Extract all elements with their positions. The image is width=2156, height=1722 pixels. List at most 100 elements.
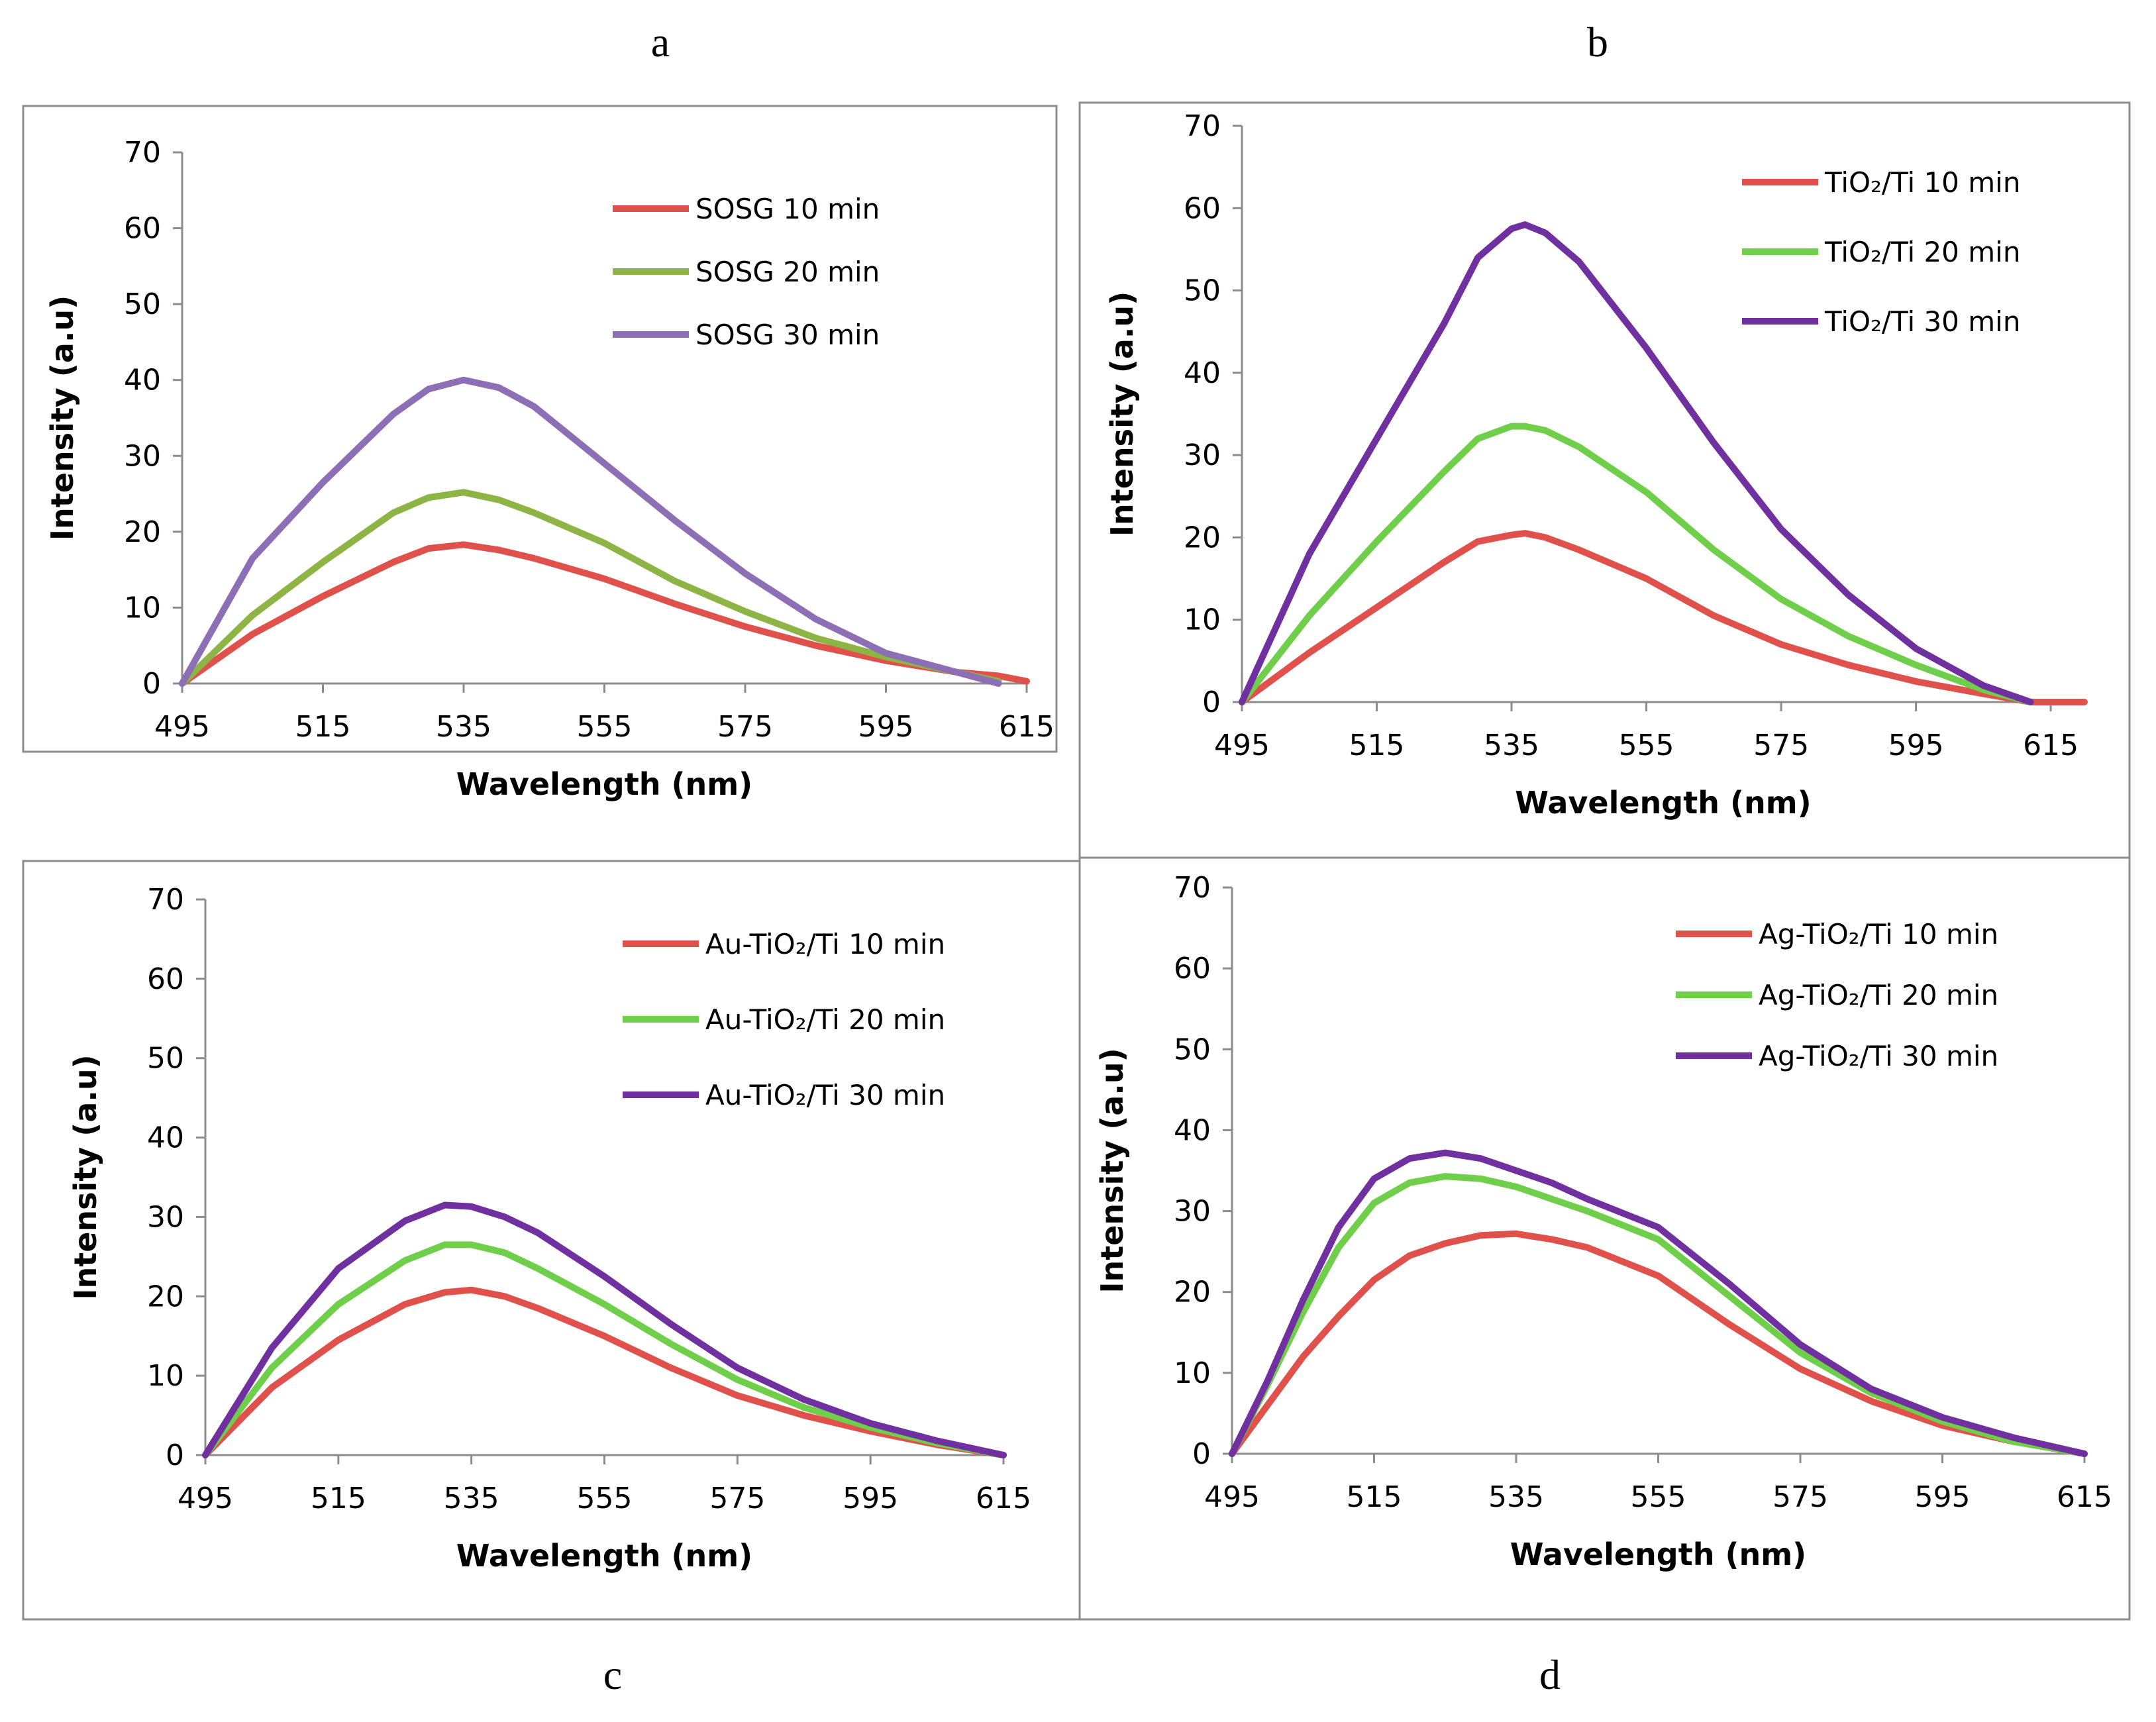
legend-label: Ag-TiO₂/Ti 10 min — [1759, 918, 1998, 950]
y-tick-label: 40 — [1184, 356, 1221, 390]
x-tick-label: 495 — [154, 710, 210, 744]
series-line-3 — [1239, 221, 2034, 705]
x-tick-label: 515 — [295, 710, 351, 744]
legend: Au-TiO₂/Ti 10 min Au-TiO₂/Ti 20 min Au-TiO… — [623, 928, 945, 1111]
x-tick-label: 595 — [843, 1482, 898, 1515]
panel-c: c 0 10 20 30 40 50 60 70 495 515 535 555 575 595 615 Wav… — [22, 860, 1081, 1698]
x-tick-label: 555 — [577, 1482, 633, 1515]
y-tick-label: 70 — [1184, 109, 1221, 143]
series-line-3 — [202, 1201, 1007, 1458]
x-tick-label: 615 — [976, 1482, 1031, 1515]
panel-b: b 0 10 20 30 40 50 60 70 495 515 535 555 575 595 615 Wav… — [1078, 19, 2131, 859]
y-tick-label: 40 — [1174, 1113, 1211, 1147]
y-tick-label: 0 — [1192, 1437, 1211, 1471]
y-axis-title: Intensity (a.u) — [1104, 291, 1140, 536]
y-tick-label: 30 — [124, 439, 161, 473]
x-tick-label: 535 — [1488, 1480, 1544, 1514]
legend-label: Au-TiO₂/Ti 10 min — [705, 928, 945, 960]
x-tick-label: 555 — [1631, 1480, 1686, 1514]
x-tick-label: 555 — [1619, 729, 1674, 762]
y-tick-label: 50 — [147, 1042, 184, 1076]
legend-label: TiO₂/Ti 10 min — [1824, 166, 2020, 199]
legend: SOSG 10 min SOSG 20 min SOSG 30 min — [613, 193, 880, 351]
y-tick-label: 30 — [1184, 438, 1221, 472]
series-line-2 — [179, 489, 1002, 687]
y-tick-label: 40 — [147, 1121, 184, 1155]
y-axis-title: Intensity (a.u) — [1094, 1048, 1130, 1293]
x-tick-label: 595 — [1915, 1480, 1971, 1514]
y-tick-label: 20 — [1184, 521, 1221, 554]
x-axis-title: Wavelength (nm) — [1510, 1537, 1806, 1572]
panel-letter: a — [651, 19, 670, 66]
y-tick-label: 60 — [124, 212, 161, 246]
y-tick-label: 20 — [1174, 1276, 1211, 1309]
x-tick-label: 495 — [178, 1482, 233, 1515]
series-line-2 — [1239, 423, 2034, 705]
series-line-2 — [202, 1241, 1007, 1458]
y-tick-label: 20 — [147, 1280, 184, 1313]
series-line-1 — [1229, 1230, 2088, 1457]
x-tick-label: 575 — [717, 710, 773, 744]
y-tick-label: 70 — [124, 136, 161, 170]
panel-frame — [22, 105, 1058, 753]
legend-label: Ag-TiO₂/Ti 30 min — [1759, 1040, 1998, 1072]
y-tick-label: 10 — [124, 591, 161, 625]
legend: Ag-TiO₂/Ti 10 min Ag-TiO₂/Ti 20 min Ag-TiO… — [1676, 918, 1998, 1072]
legend-label: Ag-TiO₂/Ti 20 min — [1759, 979, 1998, 1011]
panel-a: a 0 10 20 30 40 50 60 70 495 515 535 555 575 595 615 Wav… — [22, 19, 1058, 802]
x-tick-label: 515 — [1349, 729, 1405, 762]
series-line-3 — [1229, 1149, 2088, 1457]
y-tick-label: 70 — [147, 883, 184, 917]
y-tick-label: 10 — [1184, 603, 1221, 637]
y-axis-title: Intensity (a.u) — [44, 295, 80, 540]
x-tick-label: 595 — [858, 710, 914, 744]
y-tick-label: 60 — [1184, 191, 1221, 225]
y-tick-label: 40 — [124, 364, 161, 397]
legend-label: Au-TiO₂/Ti 30 min — [705, 1079, 945, 1111]
x-tick-label: 575 — [1772, 1480, 1828, 1514]
x-tick-label: 515 — [311, 1482, 366, 1515]
legend-label: TiO₂/Ti 20 min — [1824, 236, 2020, 268]
y-axis-title: Intensity (a.u) — [68, 1054, 103, 1299]
x-tick-label: 615 — [2057, 1480, 2112, 1514]
x-tick-label: 535 — [436, 710, 491, 744]
x-axis-title: Wavelength (nm) — [456, 1538, 752, 1574]
y-tick-label: 50 — [124, 287, 161, 321]
y-tick-label: 20 — [124, 515, 161, 549]
y-tick-label: 70 — [1174, 871, 1211, 905]
x-tick-label: 535 — [1484, 729, 1539, 762]
x-tick-label: 495 — [1214, 729, 1270, 762]
x-tick-label: 615 — [2023, 729, 2079, 762]
series-line-1 — [202, 1286, 1007, 1458]
y-tick-label: 0 — [166, 1439, 184, 1472]
legend-label: TiO₂/Ti 30 min — [1824, 305, 2020, 338]
panel-frame — [1078, 856, 2131, 1621]
series-line-2 — [1229, 1173, 2088, 1457]
x-tick-label: 595 — [1888, 729, 1944, 762]
series-line-3 — [179, 376, 1002, 687]
y-tick-label: 60 — [147, 962, 184, 996]
x-tick-label: 575 — [1753, 729, 1809, 762]
y-tick-label: 50 — [1184, 274, 1221, 308]
legend: TiO₂/Ti 10 min TiO₂/Ti 20 min TiO₂/Ti 30 m… — [1742, 166, 2020, 338]
x-tick-label: 575 — [709, 1482, 765, 1515]
y-tick-label: 50 — [1174, 1033, 1211, 1066]
y-tick-label: 30 — [1174, 1195, 1211, 1229]
y-tick-label: 0 — [142, 667, 161, 701]
panel-letter: c — [603, 1651, 622, 1698]
legend-label: SOSG 20 min — [695, 256, 880, 288]
legend-label: Au-TiO₂/Ti 20 min — [705, 1003, 945, 1036]
y-tick-label: 30 — [147, 1200, 184, 1234]
y-tick-label: 60 — [1174, 952, 1211, 986]
legend-label: SOSG 10 min — [695, 193, 880, 225]
x-axis-title: Wavelength (nm) — [456, 766, 752, 802]
x-tick-label: 535 — [444, 1482, 499, 1515]
y-tick-label: 0 — [1202, 685, 1221, 719]
x-tick-label: 515 — [1347, 1480, 1402, 1514]
x-tick-label: 615 — [999, 710, 1054, 744]
x-tick-label: 555 — [577, 710, 633, 744]
x-tick-label: 495 — [1204, 1480, 1260, 1514]
x-axis-title: Wavelength (nm) — [1515, 785, 1811, 821]
legend-label: SOSG 30 min — [695, 319, 880, 351]
